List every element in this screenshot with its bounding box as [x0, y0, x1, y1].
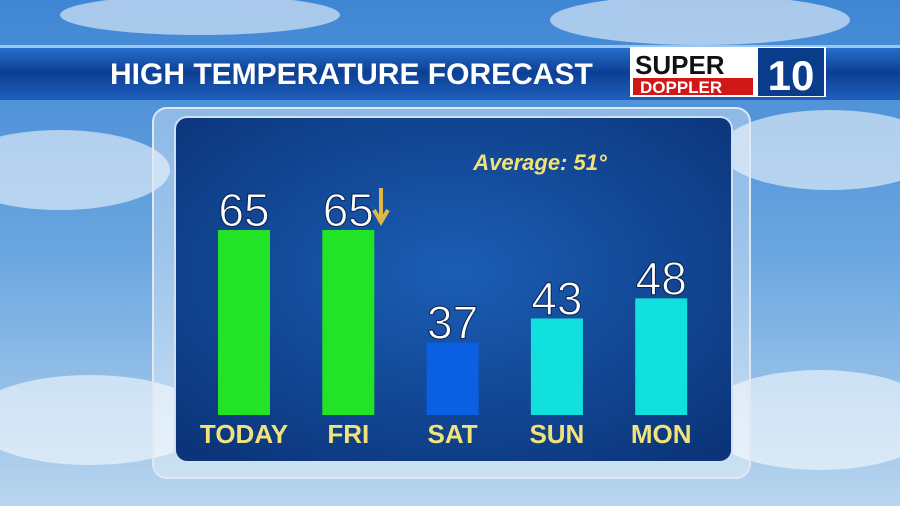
value-label: 65 — [218, 184, 269, 236]
category-label: TODAY — [200, 419, 288, 449]
logo-badge — [758, 48, 824, 96]
value-label: 37 — [427, 297, 478, 349]
trend-arrow — [372, 188, 390, 226]
logo-stripe — [633, 78, 753, 95]
bar — [530, 318, 583, 415]
bar — [322, 230, 375, 415]
title-bar-edge — [0, 45, 900, 48]
chart-title: HIGH TEMPERATURE FORECAST — [110, 58, 593, 91]
category-label: SAT — [428, 419, 478, 449]
logo-top: SUPER — [635, 50, 725, 80]
category-label: SUN — [529, 419, 584, 449]
panel — [174, 116, 733, 463]
average-annotation: Average: 51° — [472, 150, 607, 175]
bar — [426, 342, 479, 415]
logo: SUPER DOPPLER 10 — [630, 47, 826, 99]
logo-number: 10 — [768, 52, 815, 99]
bar — [635, 298, 688, 415]
bar — [218, 230, 270, 415]
category-label: MON — [631, 419, 692, 449]
value-label: 48 — [636, 252, 687, 304]
category-label: FRI — [327, 419, 369, 449]
logo-bottom: DOPPLER — [640, 78, 722, 97]
value-label: 65 — [323, 184, 374, 236]
value-label: 43 — [531, 272, 582, 324]
